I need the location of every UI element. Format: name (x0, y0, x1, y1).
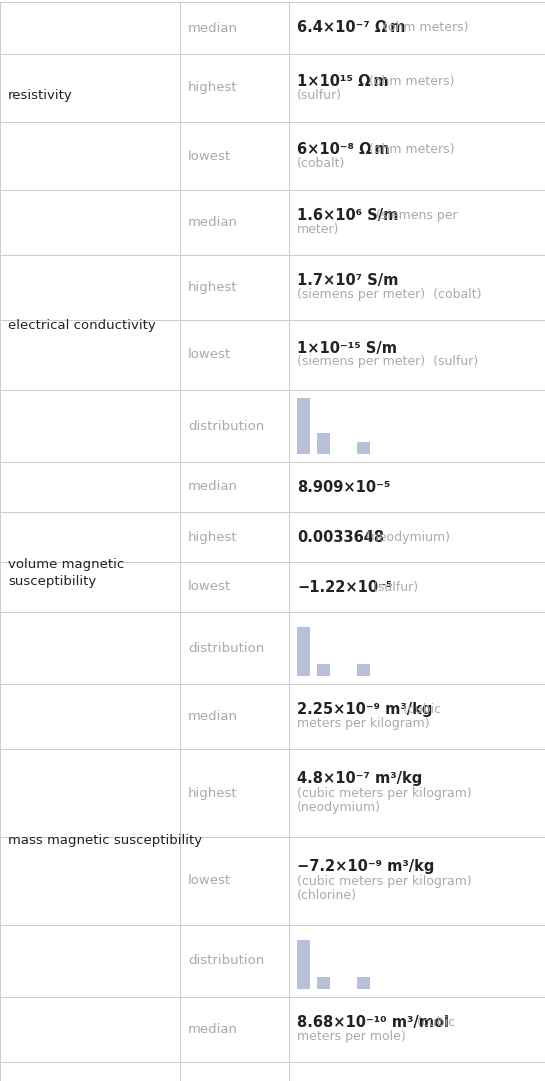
Text: volume magnetic
susceptibility: volume magnetic susceptibility (8, 558, 124, 588)
Text: distribution: distribution (188, 419, 264, 432)
Text: (cubic: (cubic (399, 703, 441, 716)
Text: lowest: lowest (188, 149, 231, 162)
Text: electrical conductivity: electrical conductivity (8, 320, 156, 333)
Text: 4.8×10⁻⁷ m³/kg: 4.8×10⁻⁷ m³/kg (297, 772, 422, 787)
Text: (siemens per: (siemens per (372, 209, 457, 222)
Bar (317, 432, 330, 454)
Text: (cubic meters per kilogram): (cubic meters per kilogram) (297, 787, 472, 800)
Bar (297, 627, 310, 676)
Text: (cubic meters per kilogram): (cubic meters per kilogram) (297, 875, 472, 888)
Text: 2.25×10⁻⁹ m³/kg: 2.25×10⁻⁹ m³/kg (297, 702, 432, 717)
Text: (neodymium): (neodymium) (297, 801, 381, 814)
Text: meters per mole): meters per mole) (297, 1030, 405, 1043)
Bar (357, 976, 370, 989)
Bar (297, 939, 310, 989)
Text: (ohm meters): (ohm meters) (379, 22, 468, 35)
Text: 1.7×10⁷ S/m: 1.7×10⁷ S/m (297, 273, 398, 288)
Text: distribution: distribution (188, 641, 264, 654)
Text: 1.6×10⁶ S/m: 1.6×10⁶ S/m (297, 208, 398, 223)
Text: meter): meter) (297, 223, 340, 236)
Text: (sulfur): (sulfur) (365, 580, 418, 593)
Text: (sulfur): (sulfur) (297, 89, 342, 102)
Text: highest: highest (188, 81, 238, 94)
Text: 8.68×10⁻¹⁰ m³/mol: 8.68×10⁻¹⁰ m³/mol (297, 1015, 449, 1030)
Bar (357, 442, 370, 454)
Text: (siemens per meter)  (sulfur): (siemens per meter) (sulfur) (297, 356, 479, 369)
Text: lowest: lowest (188, 875, 231, 888)
Text: (neodymium): (neodymium) (358, 531, 450, 544)
Text: 1×10¹⁵ Ω m: 1×10¹⁵ Ω m (297, 74, 389, 89)
Bar (357, 664, 370, 676)
Text: (cobalt): (cobalt) (297, 157, 346, 170)
Text: meters per kilogram): meters per kilogram) (297, 717, 429, 730)
Text: −1.22×10⁻⁵: −1.22×10⁻⁵ (297, 579, 392, 595)
Bar (317, 664, 330, 676)
Text: (ohm meters): (ohm meters) (365, 143, 455, 156)
Text: (siemens per meter)  (cobalt): (siemens per meter) (cobalt) (297, 288, 481, 301)
Text: mass magnetic susceptibility: mass magnetic susceptibility (8, 835, 202, 848)
Text: median: median (188, 480, 238, 494)
Text: median: median (188, 216, 238, 229)
Text: 1×10⁻¹⁵ S/m: 1×10⁻¹⁵ S/m (297, 341, 397, 356)
Text: (chlorine): (chlorine) (297, 889, 357, 902)
Text: lowest: lowest (188, 580, 231, 593)
Text: highest: highest (188, 787, 238, 800)
Text: median: median (188, 22, 238, 35)
Text: median: median (188, 710, 238, 723)
Text: 6.4×10⁻⁷ Ω m: 6.4×10⁻⁷ Ω m (297, 21, 405, 36)
Text: highest: highest (188, 531, 238, 544)
Text: 8.909×10⁻⁵: 8.909×10⁻⁵ (297, 480, 390, 494)
Text: highest: highest (188, 281, 238, 294)
Text: 6×10⁻⁸ Ω m: 6×10⁻⁸ Ω m (297, 142, 390, 157)
Text: resistivity: resistivity (8, 90, 72, 103)
Bar (297, 398, 310, 454)
Bar (317, 976, 330, 989)
Text: (cubic: (cubic (413, 1016, 455, 1029)
Text: distribution: distribution (188, 955, 264, 967)
Text: lowest: lowest (188, 348, 231, 361)
Text: (ohm meters): (ohm meters) (365, 75, 455, 88)
Text: 0.0033648: 0.0033648 (297, 530, 384, 545)
Text: −7.2×10⁻⁹ m³/kg: −7.2×10⁻⁹ m³/kg (297, 859, 434, 875)
Text: median: median (188, 1023, 238, 1036)
